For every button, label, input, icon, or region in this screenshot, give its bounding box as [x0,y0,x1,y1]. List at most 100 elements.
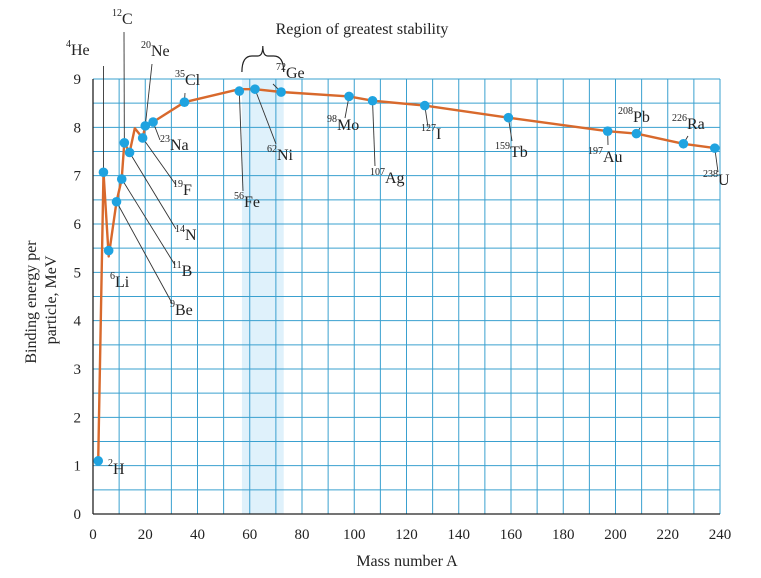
y-tick-label: 2 [74,410,82,426]
element-symbol: Fe [244,194,260,211]
mass-number: 20 [141,40,151,51]
point-n [124,147,135,158]
point-he [98,167,109,178]
point-ra [678,138,689,149]
point-pb [631,128,642,139]
grid [93,78,721,514]
label-n: 14N [175,224,197,244]
point-ni [250,84,260,94]
element-symbol: Ge [286,65,305,82]
mass-number: 6 [110,271,115,282]
label-ni: 62Ni [267,144,294,164]
y-tick-label: 9 [74,72,82,88]
label-mo: 98Mo [327,114,359,134]
mass-number: 19 [173,179,183,190]
mass-number: 14 [175,224,185,235]
leader-fe [238,91,244,192]
element-symbol: Be [175,302,193,319]
element-symbol: Au [603,149,623,166]
element-symbol: Tb [510,144,528,161]
element-symbol: B [182,263,193,280]
element-symbol: H [113,461,125,478]
label-na: 23Na [160,134,189,154]
label-be: 9Be [170,299,193,319]
label-f: 19F [173,179,192,199]
mass-number: 238 [703,169,718,180]
data-points [93,84,720,466]
label-h: 2H [108,458,125,478]
region-brace [241,45,285,73]
y-axis-title-line-1: Binding energy per [23,240,40,364]
element-symbol: Ag [385,170,405,187]
label-au: 197Au [588,146,623,166]
element-symbol: Ne [151,43,170,60]
x-tick-label: 160 [500,527,523,543]
element-symbol: Ra [687,116,705,133]
point-ne [140,121,151,131]
mass-number: 4 [66,39,71,50]
mass-number: 12 [112,8,122,19]
point-c [119,138,130,148]
element-symbol: I [436,126,441,143]
x-tick-label: 0 [89,527,97,543]
mass-number: 56 [234,191,244,202]
element-symbol: Cl [185,72,201,89]
mass-number: 226 [672,113,687,124]
x-axis-title: Mass number A [356,553,458,570]
point-f [137,133,148,143]
y-tick-label: 8 [74,120,82,136]
x-tick-label: 120 [395,527,418,543]
label-ge: 72Ge [276,62,305,82]
mass-number: 197 [588,146,603,157]
label-he: 4He [66,39,90,59]
mass-number: 62 [267,144,277,155]
y-tick-label: 7 [74,169,82,185]
point-ag [367,95,378,106]
y-axis-title: Binding energy per particle, MeV [23,236,60,363]
element-symbol: Mo [337,117,359,134]
element-symbol: He [71,42,90,59]
axes: 0 20 40 60 80 100 120 140 160 180 200 220 2400123456… [74,72,732,543]
leader-ag [372,100,376,167]
x-tick-label: 40 [190,527,205,543]
element-symbol: N [185,227,197,244]
point-li [103,245,114,256]
element-symbol: U [718,172,730,189]
mass-number: 208 [618,106,633,117]
element-symbol: Na [170,137,189,154]
point-ge [276,87,286,97]
y-tick-label: 4 [74,314,82,330]
y-tick-label: 5 [74,265,82,281]
point-u [709,143,720,153]
region-label: Region of greatest stability [276,21,449,38]
x-tick-label: 100 [343,527,366,543]
label-u: 238U [703,169,730,189]
point-mo [344,91,354,102]
label-leader-lines [102,31,719,304]
y-tick-label: 0 [74,507,82,523]
label-ne: 20Ne [141,40,170,60]
label-ag: 107Ag [370,167,405,187]
point-b [116,174,127,184]
label-c: 12C [112,8,133,28]
mass-number: 98 [327,114,337,125]
point-fe [234,86,245,96]
element-symbol: Li [115,274,130,291]
x-tick-label: 240 [709,527,732,543]
x-tick-label: 200 [604,527,627,543]
leader-n [129,152,177,230]
point-au [602,126,613,136]
mass-number: 2 [108,458,113,469]
mass-number: 35 [175,69,185,80]
point-be [111,196,122,207]
label-i: 127I [421,123,441,143]
element-symbol: F [183,182,192,199]
element-symbol: Ni [277,147,294,164]
mass-number: 11 [172,260,182,271]
mass-number: 9 [170,299,175,310]
y-tick-label: 3 [74,362,82,378]
point-na [148,117,158,127]
mass-number: 23 [160,134,170,145]
label-li: 6Li [110,271,130,291]
